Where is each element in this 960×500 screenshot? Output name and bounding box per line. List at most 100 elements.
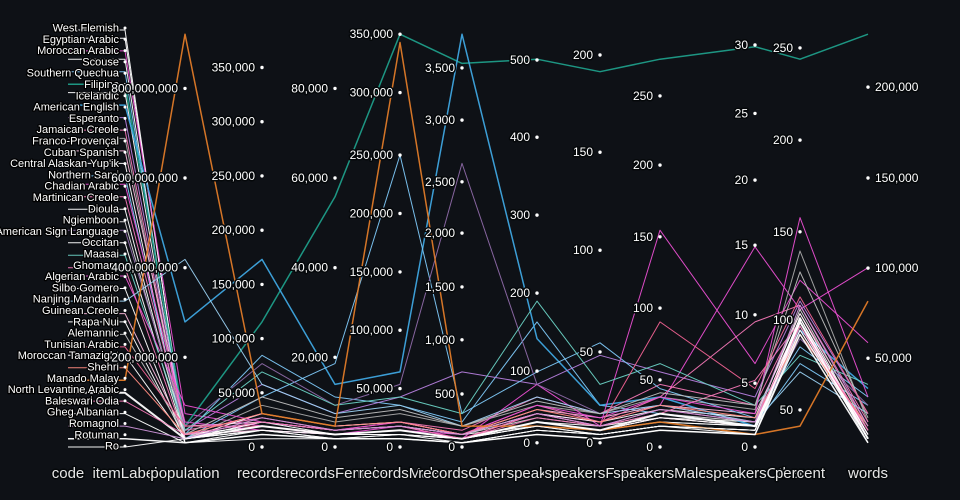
tick-label: 2,500 — [425, 175, 455, 189]
category-label: Esperanto — [69, 113, 119, 125]
axis-title[interactable]: itemLabel — [91, 464, 159, 484]
category-dot — [123, 422, 127, 425]
tick-label: 150,000 — [350, 265, 394, 279]
axis-title[interactable]: speakers — [505, 464, 569, 484]
category-dot — [123, 309, 127, 312]
axis-title[interactable]: recordsFemale — [283, 464, 386, 484]
tick-dot — [460, 66, 464, 70]
tick-label: 0 — [741, 440, 748, 454]
tick-dot — [866, 356, 870, 360]
category-label: Silbo Gomero — [52, 282, 119, 294]
axis-title[interactable]: percent — [773, 464, 827, 484]
series-line[interactable] — [68, 154, 869, 440]
series-line[interactable] — [68, 196, 869, 435]
category-label: Manado Malay — [47, 373, 120, 385]
series-line[interactable] — [68, 333, 869, 435]
series-line[interactable] — [68, 37, 869, 440]
axis-title[interactable]: population — [149, 464, 221, 484]
tick-dot — [398, 90, 402, 95]
axis-title[interactable]: speakersOther — [704, 464, 805, 484]
series-line[interactable] — [68, 242, 869, 440]
series-line[interactable] — [68, 92, 869, 440]
tick-label: 150 — [573, 145, 593, 159]
tick-label: 0 — [321, 440, 328, 454]
category-dot — [123, 207, 127, 211]
tick-label: 30 — [735, 38, 749, 52]
axis-title[interactable]: words — [845, 464, 889, 484]
category-label: Rapa Nui — [73, 316, 119, 328]
tick-dot — [460, 118, 464, 122]
category-label: American English — [33, 102, 119, 114]
category-dot — [123, 116, 127, 120]
series-line[interactable] — [68, 137, 869, 440]
tick-label: 20,000 — [291, 350, 328, 364]
series-line[interactable] — [68, 29, 869, 440]
category-label: Southern Quechua — [27, 68, 120, 80]
axis-title[interactable]: speakersFemale — [543, 464, 657, 484]
tick-label: 3,500 — [425, 61, 455, 75]
series-line[interactable] — [68, 258, 869, 427]
tick-label: 10 — [735, 308, 749, 322]
tick-label: 200 — [573, 48, 593, 62]
tick-label: 1,000 — [425, 333, 455, 347]
tick-label: 300 — [510, 208, 530, 222]
tick-dot — [260, 391, 264, 395]
tick-label: 300,000 — [350, 86, 394, 100]
category-label: Baleswari Odia — [45, 395, 120, 407]
category-dot — [123, 60, 127, 64]
tick-dot — [535, 369, 539, 373]
axis-title[interactable]: records — [235, 464, 288, 484]
series-line[interactable] — [68, 129, 869, 435]
series-line[interactable] — [68, 304, 869, 440]
category-dot — [123, 365, 127, 369]
series-line[interactable] — [68, 288, 869, 444]
category-dot — [123, 263, 127, 267]
series-line[interactable] — [68, 150, 869, 435]
series-line[interactable] — [68, 50, 869, 435]
series-line[interactable] — [68, 183, 869, 440]
series-line[interactable] — [68, 321, 869, 448]
tick-dot — [798, 138, 802, 142]
tick-dot — [598, 53, 602, 57]
tick-label: 100 — [510, 364, 530, 378]
axis-title[interactable]: code — [50, 464, 86, 484]
category-label: Icelandic — [76, 90, 120, 102]
category-label: Egyptian Arabic — [43, 34, 120, 46]
series-line[interactable] — [68, 313, 869, 440]
category-dot — [123, 71, 127, 75]
tick-label: 250,000 — [350, 148, 394, 162]
tick-dot — [598, 150, 602, 154]
series-line[interactable] — [68, 33, 869, 427]
tick-dot — [183, 355, 187, 359]
tick-dot — [398, 153, 402, 157]
series-line[interactable] — [68, 33, 869, 427]
tick-label: 150 — [773, 225, 793, 239]
category-dot — [123, 162, 127, 166]
series-line[interactable] — [68, 58, 869, 444]
tick-dot — [260, 445, 264, 449]
tick-dot — [398, 270, 402, 274]
tick-label: 0 — [646, 440, 653, 454]
series-line[interactable] — [68, 162, 869, 427]
tick-dot — [658, 94, 662, 98]
category-label: Cuban Spanish — [44, 147, 119, 159]
category-dot — [123, 241, 127, 245]
axis-title[interactable]: recordsOther — [417, 464, 508, 484]
axis-title[interactable]: recordsMale — [357, 464, 443, 484]
category-label: Algerian Arabic — [45, 271, 119, 283]
axis-title[interactable]: speakersMale — [612, 464, 708, 484]
tick-dot — [460, 392, 464, 396]
category-dot — [123, 196, 127, 199]
tick-label: 150,000 — [212, 277, 256, 291]
tick-label: 0 — [386, 440, 393, 454]
category-dot — [123, 342, 127, 346]
category-dot — [123, 26, 127, 30]
series-line[interactable] — [68, 333, 869, 444]
series-line[interactable] — [68, 71, 869, 435]
tick-label: 100 — [773, 313, 793, 327]
series-line[interactable] — [68, 33, 869, 436]
series-line[interactable] — [68, 162, 869, 444]
category-dot — [123, 37, 127, 41]
